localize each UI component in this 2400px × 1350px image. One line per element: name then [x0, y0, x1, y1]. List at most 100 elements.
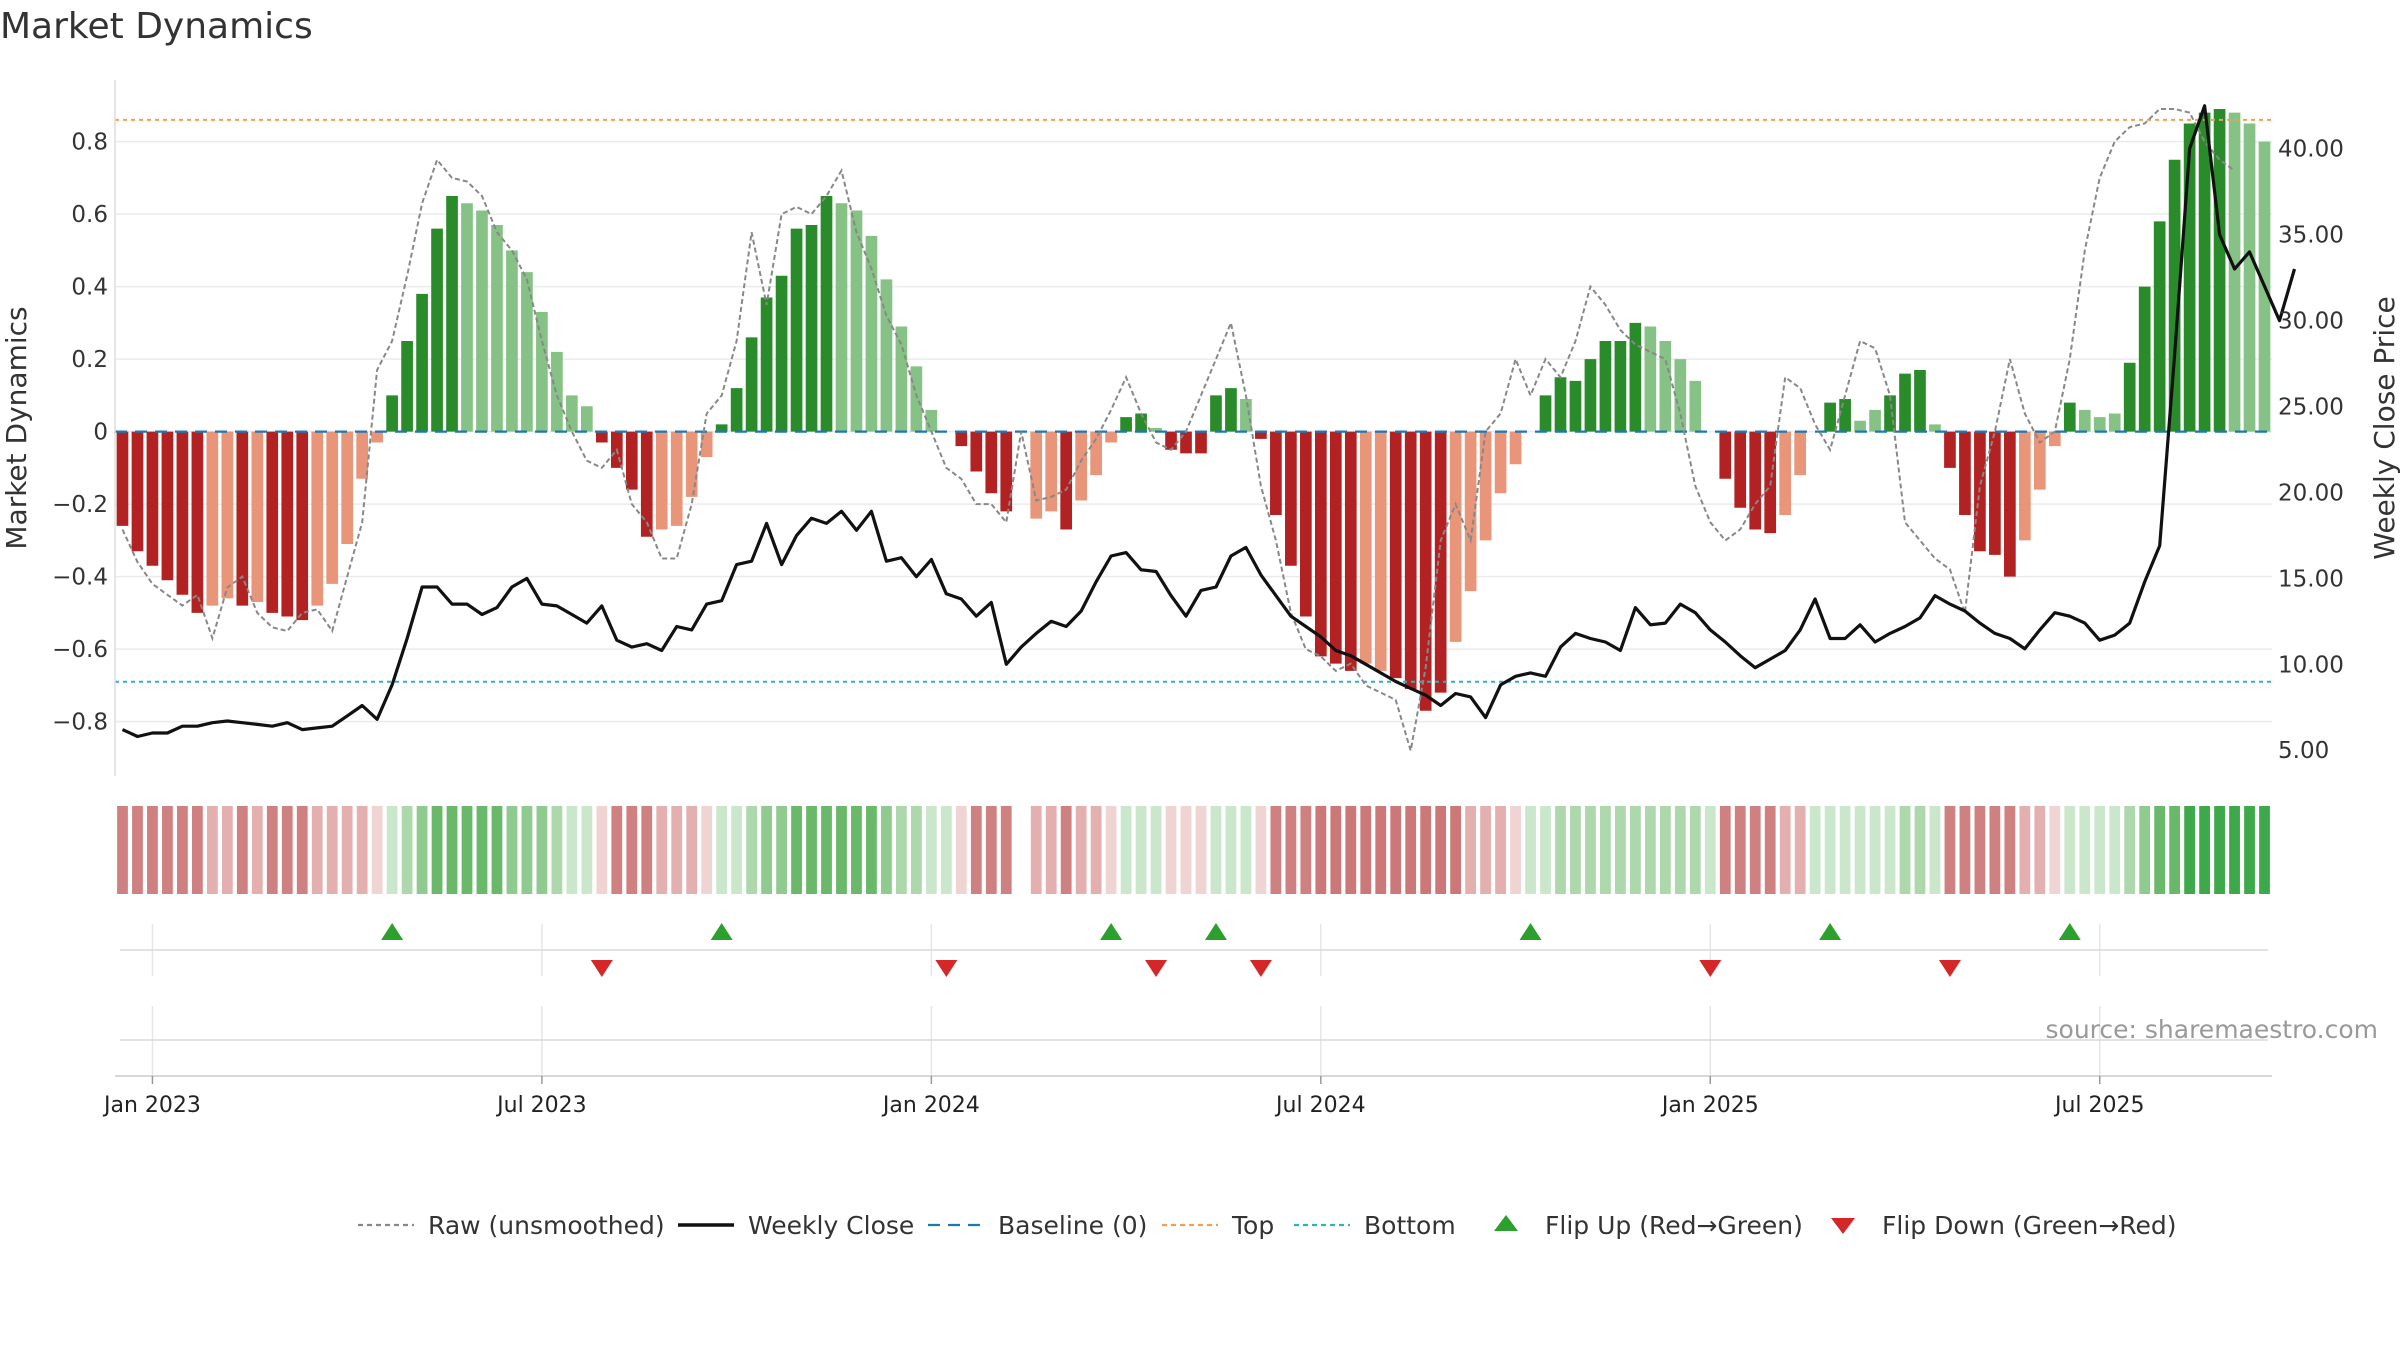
legend-label-1: Weekly Close	[748, 1211, 914, 1240]
ribbon-cell-46	[806, 806, 817, 894]
bar-126	[2004, 431, 2016, 577]
bar-73	[1210, 395, 1222, 432]
ribbon-cell-93	[1510, 806, 1521, 894]
legend-label-5: Flip Up (Red→Green)	[1545, 1211, 1803, 1240]
bar-102	[1644, 326, 1657, 432]
bar-4	[176, 431, 189, 595]
bar-119	[1899, 373, 1911, 432]
ribbon-cell-65	[1090, 806, 1102, 894]
bar-121	[1929, 424, 1941, 432]
ribbon-cell-12	[296, 806, 308, 894]
bar-25	[491, 225, 503, 432]
bar-68	[1135, 413, 1147, 432]
legend-label-0: Raw (unsmoothed)	[428, 1211, 665, 1240]
ribbon-cell-26	[506, 806, 518, 894]
bar-139	[2198, 112, 2211, 432]
ribbon-cell-116	[1854, 806, 1866, 894]
ribbon-cell-19	[401, 806, 413, 894]
ribbon-cell-25	[491, 806, 503, 894]
ribbon-cell-32	[596, 806, 608, 894]
ribbon-cell-75	[1240, 806, 1252, 894]
bar-34	[625, 431, 638, 490]
ribbon-cell-126	[2004, 806, 2016, 894]
flip-up-marker-1	[710, 923, 733, 940]
ribbon-cell-133	[2109, 806, 2121, 894]
ribbon-cell-125	[1989, 806, 2001, 894]
bar-47	[820, 196, 833, 432]
ribbon-cell-94	[1525, 806, 1536, 894]
bar-53	[910, 366, 923, 432]
ribbon-cell-143	[2259, 806, 2270, 894]
ribbon-cell-38	[686, 806, 698, 894]
ribbon-cell-118	[1884, 806, 1896, 894]
legend-swatch-5	[1494, 1215, 1518, 1231]
ribbon-cell-59	[1000, 806, 1012, 894]
bar-118	[1884, 395, 1896, 432]
bar-11	[281, 431, 294, 617]
ribbon-cell-123	[1959, 806, 1971, 894]
ribbon-cell-40	[716, 806, 728, 894]
ribbon-cell-39	[701, 806, 713, 894]
ribbon-cell-51	[881, 806, 892, 894]
bar-100	[1614, 341, 1627, 432]
ribbon-cell-24	[476, 806, 488, 894]
ribbon-cell-10	[266, 806, 278, 894]
ribbon-cell-18	[386, 806, 398, 894]
ribbon-cell-107	[1719, 806, 1731, 894]
source-label: source: sharemaestro.com	[2046, 1015, 2379, 1044]
bar-19	[401, 341, 413, 432]
ribbon-cell-6	[206, 806, 218, 894]
flip-down-marker-4	[1699, 960, 1722, 977]
ribbon-cell-48	[836, 806, 847, 894]
ribbon-cell-57	[970, 806, 982, 894]
ribbon-cell-130	[2064, 806, 2076, 894]
y-right-tick-label-0: 40.00	[2278, 137, 2344, 163]
bar-125	[1989, 431, 2001, 555]
bar-97	[1569, 380, 1582, 432]
ribbon-cell-122	[1944, 806, 1956, 894]
ribbon-cell-91	[1480, 806, 1491, 894]
ribbon-cell-84	[1375, 806, 1387, 894]
y-left-tick-label-2: 0.4	[71, 275, 108, 301]
ribbon-cell-102	[1644, 806, 1656, 894]
bar-10	[266, 431, 279, 613]
bar-64	[1075, 431, 1087, 501]
bar-23	[461, 203, 473, 432]
bar-8	[236, 431, 249, 606]
bar-103	[1659, 341, 1672, 432]
ribbon-cell-81	[1330, 806, 1342, 894]
ribbon-cell-127	[2019, 806, 2031, 894]
flip-up-marker-4	[1519, 923, 1542, 940]
ribbon-cell-31	[581, 806, 593, 894]
legend-label-6: Flip Down (Green→Red)	[1882, 1211, 2177, 1240]
y-left-tick-label-4: 0	[93, 420, 108, 446]
ribbon-cell-34	[626, 806, 638, 894]
bar-117	[1869, 409, 1881, 432]
bar-65	[1090, 431, 1102, 476]
y-left-tick-label-3: 0.2	[71, 347, 108, 373]
ribbon-cell-89	[1450, 806, 1462, 894]
ribbon-cell-21	[431, 806, 443, 894]
bar-112	[1794, 431, 1806, 476]
ribbon-cell-58	[985, 806, 997, 894]
bar-116	[1854, 420, 1866, 432]
bar-114	[1824, 402, 1836, 432]
ribbon-cell-41	[731, 806, 743, 894]
ribbon-cell-97	[1570, 806, 1581, 894]
bar-108	[1734, 431, 1747, 508]
ribbon-cell-47	[821, 806, 832, 894]
ribbon-cell-50	[866, 806, 877, 894]
ribbon-cell-98	[1585, 806, 1596, 894]
y-left-tick-label-1: 0.6	[71, 202, 108, 228]
close-layer	[121, 104, 2297, 739]
ribbon-cell-69	[1150, 806, 1162, 894]
bar-141	[2228, 112, 2241, 432]
bar-89	[1449, 431, 1462, 642]
bar-96	[1554, 377, 1567, 432]
ribbon-cell-4	[177, 806, 188, 894]
bar-111	[1779, 431, 1792, 515]
y-left-tick-label-0: 0.8	[71, 130, 108, 156]
ribbon-cell-7	[221, 806, 233, 894]
bar-15	[341, 431, 354, 544]
bar-16	[356, 431, 368, 479]
